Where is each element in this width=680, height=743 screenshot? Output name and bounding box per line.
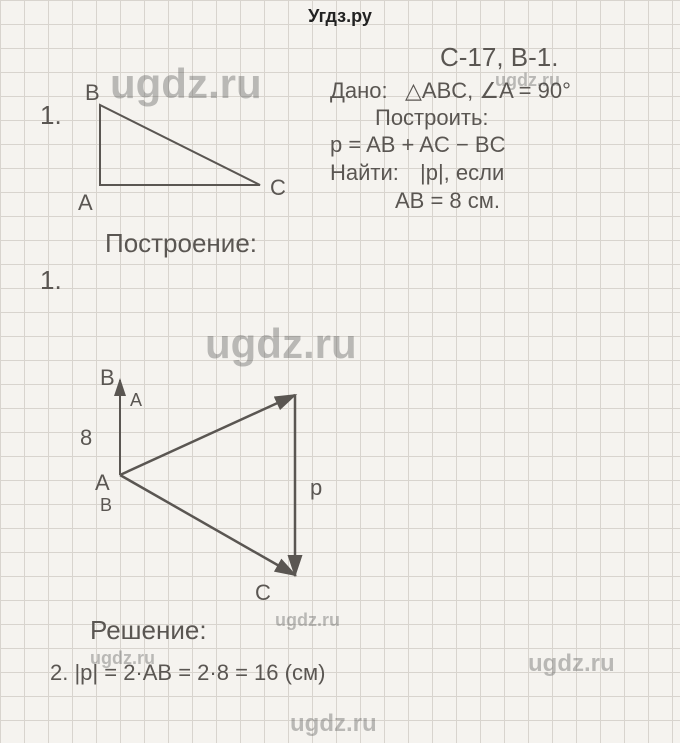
vertex-c2-label: C (255, 580, 271, 606)
side-8-label: 8 (80, 425, 92, 451)
problem-reference: С-17, В-1. (440, 42, 559, 73)
find-expr: |p|, если (420, 160, 504, 186)
vertex-a-label: A (78, 190, 93, 216)
vertex-aprime-label: A (130, 390, 142, 411)
vertex-a2-label: A (95, 470, 110, 496)
find-label: Найти: (330, 160, 399, 186)
given-text: △ABC, ∠A = 90° (405, 78, 571, 104)
step-number: 1. (40, 265, 62, 296)
construct-expr: p = AB + AC − BC (330, 132, 506, 158)
problem-number: 1. (40, 100, 62, 131)
vector-p-label: p (310, 475, 322, 501)
vertex-c-label: C (270, 175, 286, 201)
vertex-b2-label: B (100, 365, 115, 391)
vertex-bprime-label: B (100, 495, 112, 516)
site-name: Угдз.ру (308, 6, 372, 26)
vertex-b-label: B (85, 80, 100, 106)
condition: AB = 8 см. (395, 188, 500, 214)
given-label: Дано: (330, 78, 388, 104)
solution-heading: Решение: (90, 615, 207, 646)
construction-heading: Построение: (105, 228, 257, 259)
triangle-abc-diagram (70, 85, 290, 215)
answer-line: 2. |p| = 2·AB = 2·8 = 16 (см) (50, 660, 325, 686)
page-header: Угдз.ру (0, 6, 680, 27)
construct-label: Построить: (375, 105, 489, 131)
